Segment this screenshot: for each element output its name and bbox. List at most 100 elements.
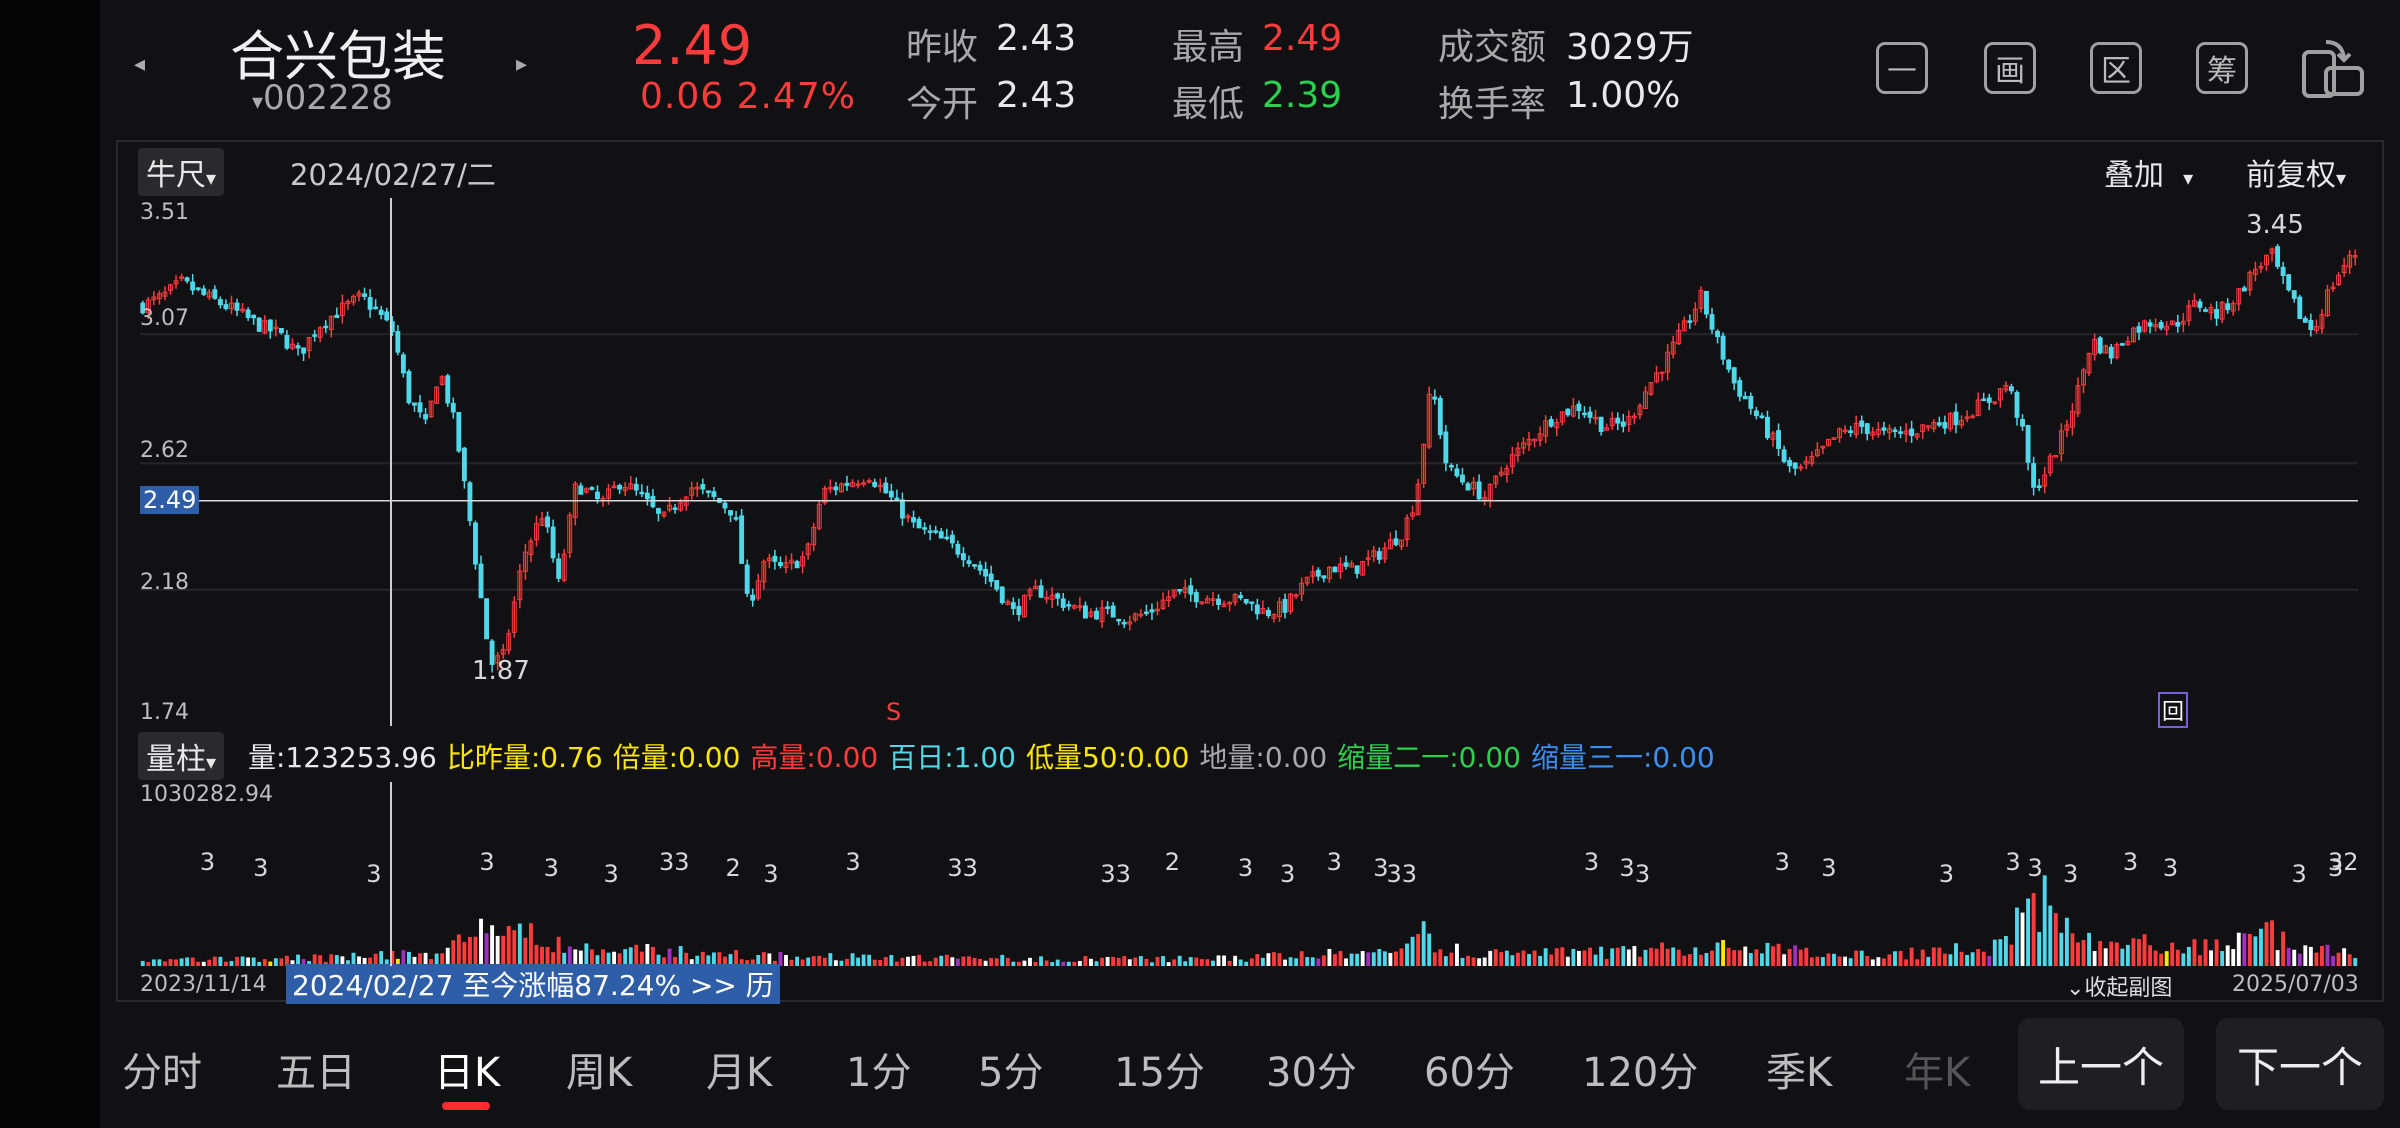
volume-bar: [1072, 961, 1077, 966]
period-tab[interactable]: 月K: [706, 1050, 773, 1096]
prev-stock-arrow-icon[interactable]: ◂: [134, 52, 146, 77]
candle: [2264, 254, 2269, 271]
period-tab[interactable]: 日K: [434, 1050, 501, 1096]
volume-marker: 3: [544, 854, 559, 882]
candle: [1720, 332, 1726, 365]
candle: [1792, 462, 1798, 476]
candle: [2020, 414, 2025, 431]
adjust-button[interactable]: 前复权▾: [2246, 150, 2346, 194]
volume-bar: [2203, 939, 2208, 966]
rotate-screen-icon[interactable]: [2300, 38, 2366, 100]
draw-icon[interactable]: 画: [1984, 42, 2036, 94]
prev-close-value: 2.43: [996, 18, 1077, 59]
volume-bar: [756, 954, 761, 966]
volume-bar: [2209, 950, 2213, 966]
volume-bar: [1959, 951, 1964, 966]
minimize-icon[interactable]: —: [1876, 42, 1928, 94]
volume-chart[interactable]: 3 3 3 3 3 3 33 2 3 3 33 33 2 3 3 3 333 3 3 3 3 3 3 3 3 3 3 3 3 323: [140, 810, 2358, 966]
volume-bar: [523, 937, 528, 966]
candle: [195, 287, 201, 292]
stock-code[interactable]: ▾002228: [252, 78, 393, 118]
candle: [522, 543, 528, 580]
candle: [1110, 602, 1116, 618]
collapse-subchart-button[interactable]: ⌄收起副图: [2066, 976, 2173, 1001]
y-tick: 1.74: [140, 700, 189, 725]
volume-bar: [1028, 957, 1032, 966]
volume-bar: [2270, 920, 2274, 966]
candle: [1570, 397, 1576, 418]
gain-banner[interactable]: 2024/02/27 至今涨幅87.24% >> 历: [286, 964, 780, 1004]
candle: [1354, 565, 1360, 579]
indicator-button[interactable]: 牛尺▾: [138, 148, 225, 196]
volume-bar: [429, 959, 434, 966]
candle: [1476, 474, 1482, 500]
prev-button[interactable]: 上一个: [2018, 1018, 2184, 1110]
next-stock-arrow-icon[interactable]: ▸: [516, 52, 528, 77]
kline-chart[interactable]: [140, 198, 2358, 726]
volume-bar: [745, 960, 750, 966]
sell-marker[interactable]: S: [886, 698, 902, 726]
volume-bar: [606, 952, 611, 966]
candle: [1454, 463, 1460, 478]
candle: [1277, 597, 1282, 622]
volume-bar: [1094, 961, 1099, 966]
next-button[interactable]: 下一个: [2216, 1018, 2384, 1110]
candle: [766, 553, 772, 569]
period-tab[interactable]: 季K: [1766, 1050, 1833, 1096]
back-marker[interactable]: 回: [2158, 692, 2189, 728]
candle: [1576, 400, 1582, 420]
volume-bar: [412, 956, 417, 966]
period-tab[interactable]: 五日: [276, 1050, 356, 1096]
volume-bar: [212, 956, 217, 966]
overlay-button[interactable]: 叠加 ▾: [2104, 150, 2193, 194]
candle: [661, 511, 667, 519]
volume-bar: [2137, 939, 2141, 966]
turnover-amount-label: 成交额: [1438, 27, 1547, 68]
turnover-rate-label: 换手率: [1438, 84, 1547, 125]
candle: [1138, 609, 1144, 618]
period-tab[interactable]: 60分: [1424, 1050, 1515, 1096]
candle: [412, 402, 417, 412]
period-tab[interactable]: 分时: [122, 1050, 202, 1096]
candle: [2114, 342, 2120, 360]
volume-bar: [2059, 932, 2064, 966]
zone-icon[interactable]: 区: [2090, 42, 2142, 94]
period-tab[interactable]: 30分: [1266, 1050, 1357, 1096]
volume-indicator-button[interactable]: 量柱▾: [138, 732, 225, 780]
volume-marker: 3: [763, 860, 778, 888]
volume-bar: [2186, 946, 2191, 966]
volume-bar: [1338, 951, 1343, 966]
volume-bar: [911, 955, 916, 966]
volume-marker: 3: [1619, 854, 1634, 882]
volume-bar: [778, 951, 783, 966]
period-tab[interactable]: 15分: [1114, 1050, 1205, 1096]
volume-bar: [1283, 959, 1287, 966]
candle: [977, 560, 983, 575]
period-tab[interactable]: 1分: [846, 1050, 912, 1096]
period-tab[interactable]: 年K: [1904, 1050, 1971, 1096]
candle: [1837, 427, 1842, 443]
volume-bar: [174, 959, 178, 966]
period-tab[interactable]: 周K: [566, 1050, 633, 1096]
volume-bar: [1460, 957, 1465, 966]
period-tab[interactable]: 120分: [1582, 1050, 1699, 1096]
volume-bar: [1931, 947, 1936, 966]
candle: [1410, 505, 1416, 520]
volume-marker: 3: [2063, 860, 2078, 888]
volume-bar: [955, 958, 960, 966]
volume-bar: [1987, 955, 1992, 966]
volume-bar: [1055, 959, 1060, 966]
period-tab[interactable]: 5分: [978, 1050, 1044, 1096]
candle: [339, 294, 345, 324]
volume-marker: 3: [2291, 860, 2306, 888]
candle: [1249, 601, 1255, 611]
candle: [1010, 597, 1016, 615]
volume-marker: 3: [1238, 854, 1253, 882]
volume-bar: [1033, 962, 1038, 966]
volume-bar: [1266, 953, 1271, 966]
volume-bar: [1521, 950, 1526, 966]
volume-bar: [1222, 955, 1226, 966]
chip-icon[interactable]: 筹: [2196, 42, 2248, 94]
volume-bar: [406, 951, 411, 966]
volume-bar: [1865, 955, 1870, 966]
